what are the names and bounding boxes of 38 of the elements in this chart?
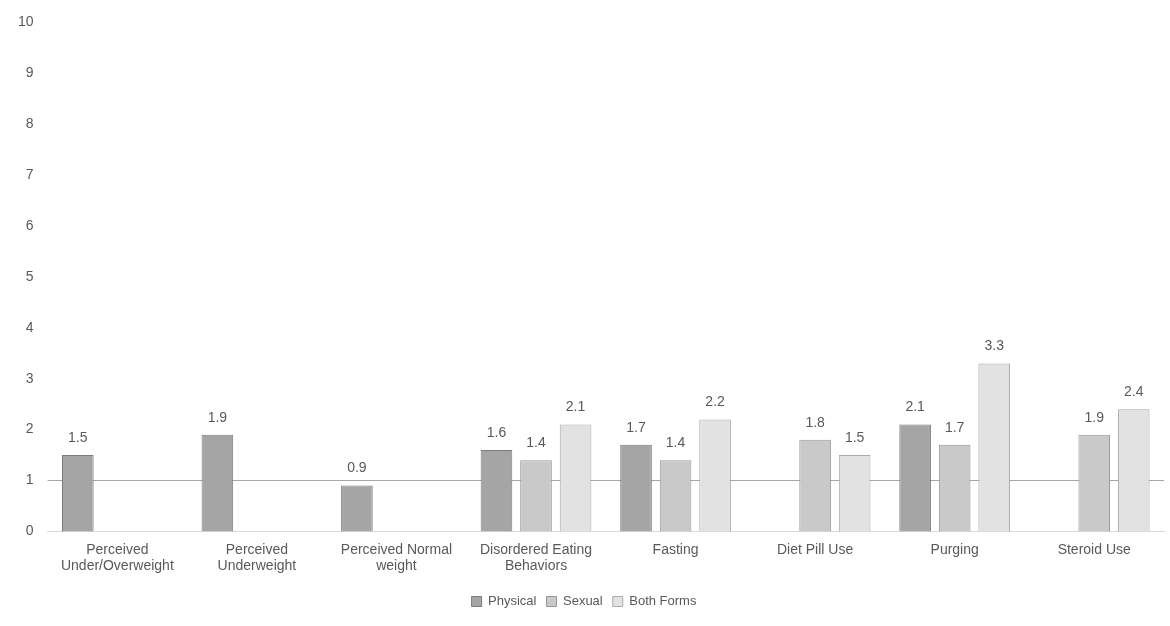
data-label: 1.4	[526, 434, 546, 450]
x-tick-label: Diet Pill Use	[776, 540, 854, 557]
legend-label: Physical	[488, 593, 537, 609]
y-tick-label: 2	[25, 420, 34, 437]
x-tick-label: Fasting	[652, 540, 699, 557]
data-label: 1.4	[665, 434, 686, 450]
data-label: 1.5	[68, 428, 88, 445]
y-tick-label: 7	[25, 165, 34, 182]
data-label: 1.9	[1084, 408, 1105, 425]
y-tick-label: 10	[17, 13, 34, 30]
data-label: 0.9	[347, 459, 367, 476]
y-tick-label: 5	[25, 267, 34, 284]
x-tick-label: Perceived Under/Overweight	[60, 540, 174, 574]
data-label: 1.8	[805, 413, 826, 430]
legend-label: Both Forms	[629, 593, 697, 609]
data-label: 2.1	[565, 398, 586, 415]
data-label: 2.2	[705, 393, 726, 410]
data-label: 1.7	[626, 418, 646, 435]
y-tick-label: 3	[25, 369, 34, 386]
data-label: 1.5	[844, 428, 865, 445]
data-label: 2.1	[905, 398, 926, 415]
data-label: 1.6	[486, 423, 507, 440]
y-tick-label: 8	[25, 115, 34, 132]
data-label: 1.7	[944, 418, 965, 435]
y-tick-label: 4	[25, 318, 34, 335]
data-label: 3.3	[984, 337, 1005, 354]
x-tick-label: Disordered Eating Behaviors	[479, 540, 593, 574]
x-tick-label: Steroid Use	[1057, 540, 1131, 557]
y-tick-label: 0	[25, 522, 34, 539]
legend-label: Sexual	[562, 593, 603, 609]
x-tick-label: Purging	[930, 540, 979, 557]
y-tick-label: 1	[25, 471, 34, 488]
data-label: 2.4	[1124, 383, 1144, 400]
y-tick-label: 9	[25, 64, 34, 81]
y-tick-label: 6	[25, 216, 34, 233]
data-label: 1.9	[207, 408, 228, 425]
x-tick-label: Perceived Underweight	[217, 540, 297, 574]
x-tick-label: Perceived Normal weight	[340, 540, 453, 574]
